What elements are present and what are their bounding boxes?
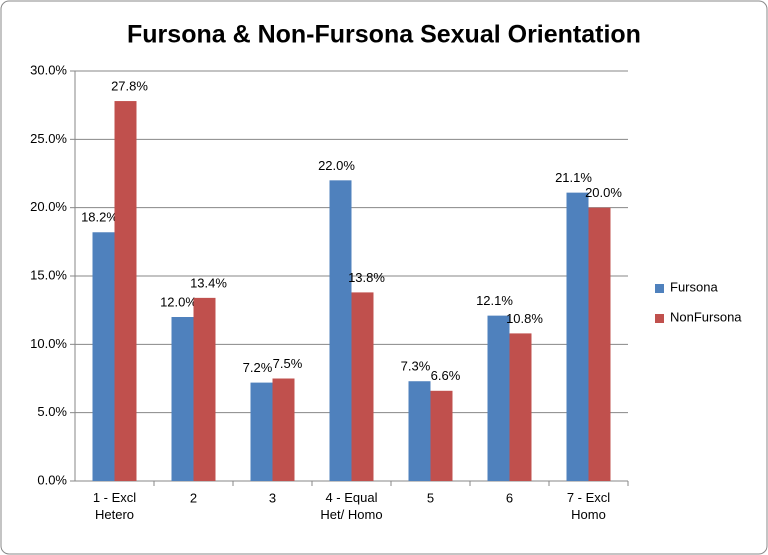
data-label: 10.8%: [506, 311, 543, 326]
x-tick-label: 3: [269, 490, 276, 505]
y-tick-label: 15.0%: [30, 267, 67, 282]
data-label: 27.8%: [111, 79, 148, 94]
bar: [171, 317, 194, 481]
data-label: 7.5%: [273, 356, 303, 371]
bar: [250, 382, 273, 481]
y-tick-label: 0.0%: [37, 472, 67, 487]
data-label: 7.2%: [243, 360, 273, 375]
bar: [351, 292, 374, 481]
legend-label: Fursona: [670, 279, 718, 294]
bar: [487, 315, 510, 481]
x-tick-label: 6: [506, 490, 513, 505]
bar: [193, 297, 216, 481]
bar: [430, 390, 453, 481]
data-label: 13.8%: [348, 270, 385, 285]
legend-swatch: [655, 314, 664, 323]
x-tick-label: 7 - Excl Homo: [567, 490, 610, 522]
bar: [408, 381, 431, 481]
legend-swatch: [655, 284, 664, 293]
data-label: 22.0%: [318, 158, 355, 173]
data-label: 20.0%: [585, 185, 622, 200]
x-tick-label: 2: [190, 490, 197, 505]
x-tick-label: 4 - Equal Het/ Homo: [320, 490, 382, 522]
data-label: 7.3%: [401, 359, 431, 374]
bar: [329, 180, 352, 482]
data-label: 12.0%: [160, 294, 197, 309]
x-tick-label: 1 - Excl Hetero: [93, 490, 136, 522]
chart-title: Fursona & Non-Fursona Sexual Orientation: [127, 21, 641, 49]
bar: [92, 232, 115, 481]
bar: [114, 101, 137, 482]
y-tick-label: 5.0%: [37, 404, 67, 419]
data-label: 12.1%: [476, 293, 513, 308]
x-tick-label: 5: [427, 490, 434, 505]
bar: [588, 207, 611, 481]
bar: [509, 333, 532, 481]
y-tick-label: 25.0%: [30, 131, 67, 146]
data-label: 18.2%: [81, 210, 118, 225]
data-label: 13.4%: [190, 275, 227, 290]
y-tick-label: 10.0%: [30, 336, 67, 351]
y-tick-label: 30.0%: [30, 62, 67, 77]
legend-label: NonFursona: [670, 309, 742, 324]
data-label: 21.1%: [555, 170, 592, 185]
data-label: 6.6%: [431, 368, 461, 383]
y-tick-label: 20.0%: [30, 199, 67, 214]
bar: [566, 192, 589, 481]
bar: [272, 378, 295, 481]
